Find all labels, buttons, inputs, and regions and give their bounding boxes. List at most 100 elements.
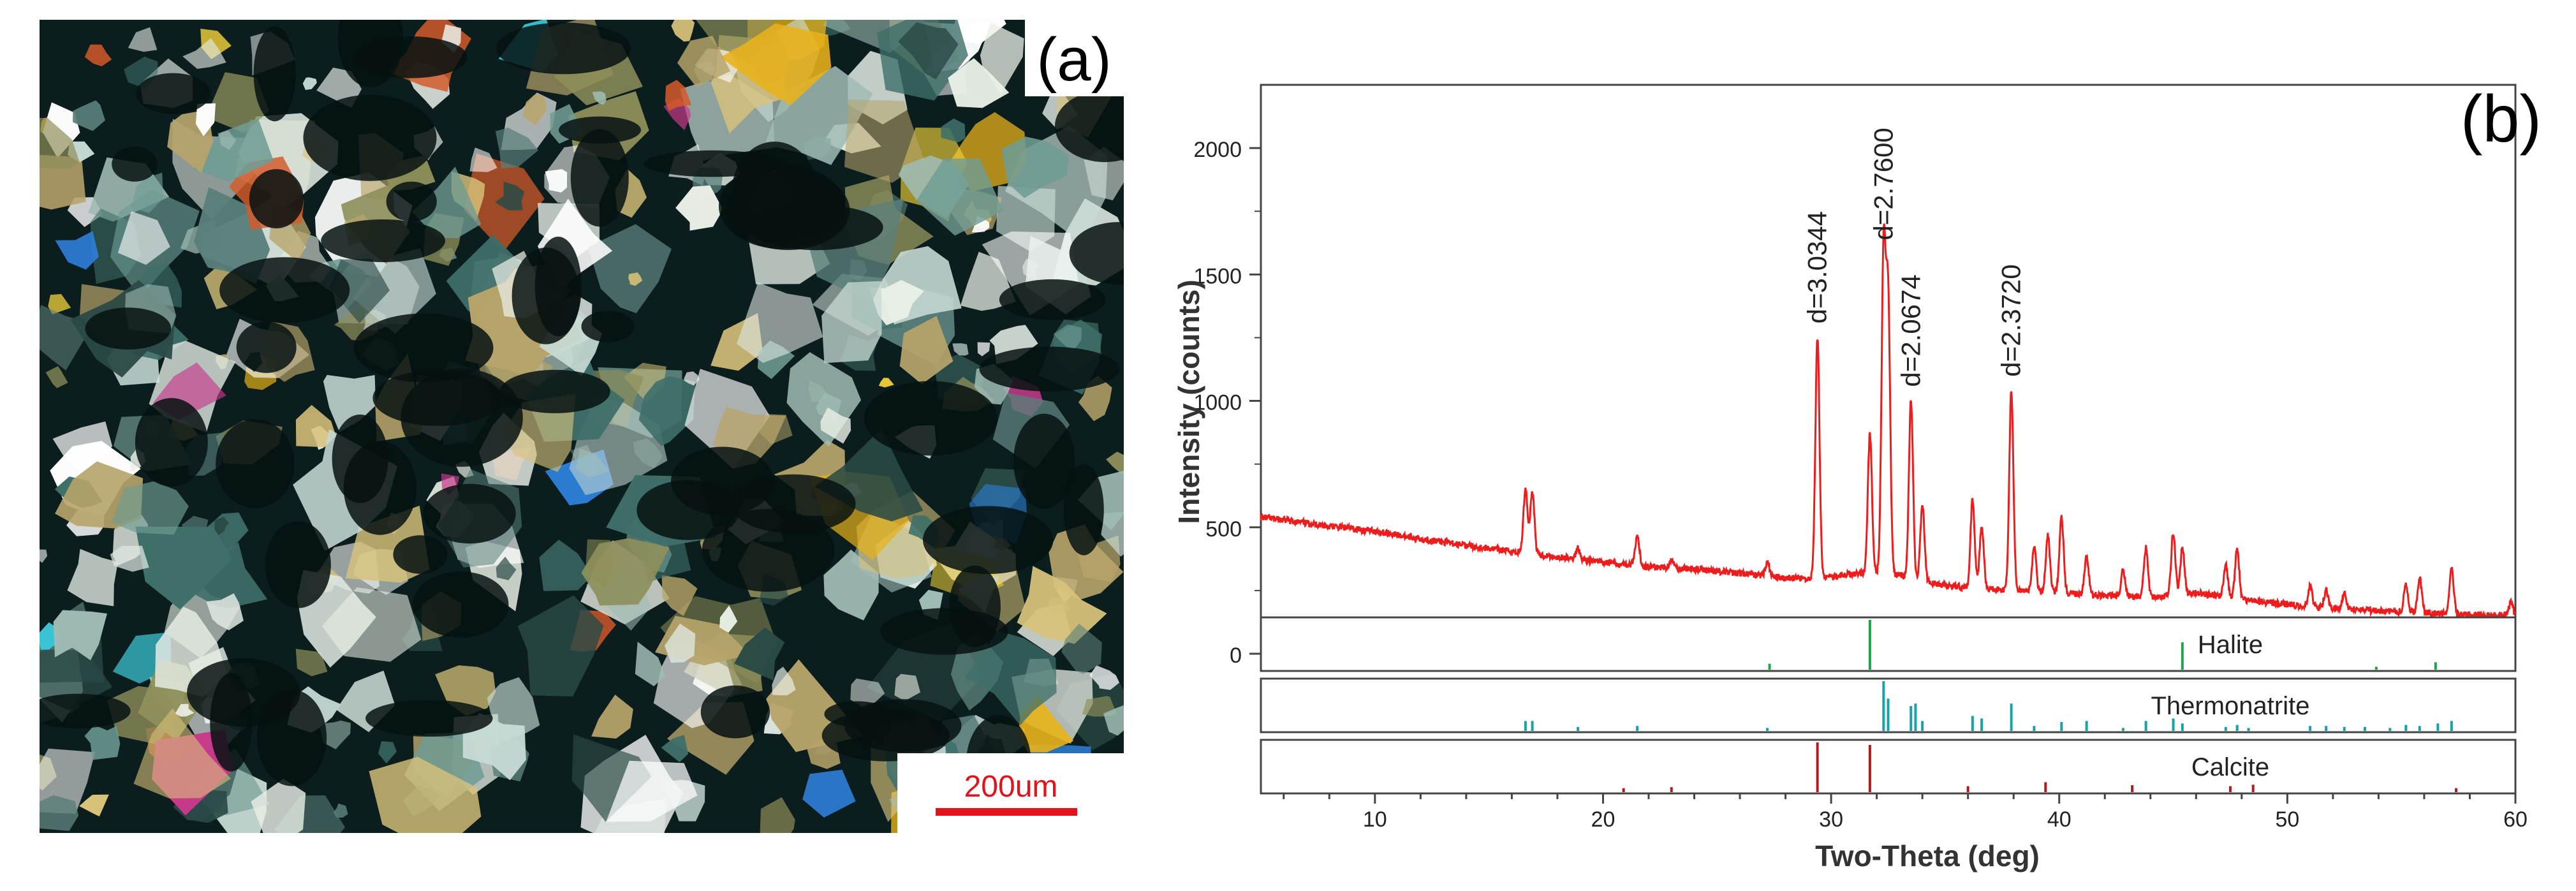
mineral-grain: [135, 526, 233, 610]
scale-bar-box: [897, 753, 1124, 833]
mineral-grain: [635, 642, 666, 686]
axes: 0 500 1000 1500 2000 10 20 30 40 50 60: [1193, 138, 2528, 832]
dark-grain: [1054, 90, 1124, 163]
mineral-grain: [899, 316, 953, 385]
panel-b-label-group: (b): [2461, 82, 2542, 156]
peak-annotation: d=2.0674: [1895, 274, 1925, 387]
mineral-grain: [251, 778, 306, 833]
mineral-grain: [67, 549, 118, 607]
mineral-grain: [661, 735, 689, 762]
mineral-grain: [469, 147, 497, 172]
mineral-grain: [894, 674, 921, 702]
panel-b-label: (b): [2461, 82, 2542, 156]
mineral-grain: [965, 631, 1057, 726]
xrd-series-line: [1260, 223, 2517, 621]
mineral-grain: [677, 36, 730, 87]
mineral-grain: [40, 549, 48, 563]
mineral-grain: [1089, 665, 1119, 690]
scale-bar: 200um: [897, 753, 1124, 833]
mineral-grain: [369, 756, 482, 833]
mineral-grain: [131, 172, 163, 214]
scale-bar-label: 200um: [964, 770, 1058, 804]
dark-grain: [112, 146, 158, 182]
mineral-grain: [821, 281, 882, 364]
mineral-grain: [734, 627, 785, 681]
mineral-grain: [206, 593, 244, 631]
mineral-grain: [522, 94, 547, 126]
reference-panel-frame: [1260, 616, 2517, 672]
dark-grain: [136, 73, 210, 114]
mineral-grain: [671, 20, 695, 42]
reference-panel-thermonatrite: Thermonatrite: [1260, 677, 2517, 733]
peak-annotation: d=2.3720: [1996, 264, 2026, 376]
mineral-grain: [496, 556, 517, 580]
mineral-grain: [1053, 324, 1082, 352]
mineral-grain: [133, 708, 232, 799]
mineral-grain: [628, 272, 643, 286]
panel-a-label: (a): [1036, 26, 1111, 94]
mineral-grain: [539, 540, 592, 591]
mineral-grain: [40, 117, 80, 169]
y-tick-label: 500: [1205, 517, 1242, 541]
dark-grain: [637, 480, 740, 540]
mineral-grain: [193, 118, 274, 182]
mineral-grain: [592, 91, 607, 105]
dark-grain: [85, 307, 172, 350]
mineral-grain: [319, 720, 351, 749]
mineral-grain: [1103, 705, 1124, 736]
micrograph-panel: (a) 200um: [40, 20, 1124, 833]
dark-grain: [40, 693, 131, 728]
mineral-grain: [591, 695, 633, 739]
mineral-grain: [916, 158, 1004, 236]
dark-grain: [880, 608, 1008, 655]
mineral-grain: [588, 224, 672, 314]
x-tick-label: 30: [1819, 807, 1843, 832]
mineral-grain: [79, 794, 109, 817]
mineral-grain: [664, 623, 696, 663]
x-tick-label: 40: [2047, 807, 2072, 832]
dark-grain: [496, 22, 631, 75]
y-tick-label: 1500: [1193, 264, 1242, 288]
mineral-grain: [675, 185, 722, 231]
panel-a-label-box: (a): [1025, 20, 1124, 96]
dark-grain: [321, 219, 445, 262]
mineral-grain: [1061, 623, 1102, 674]
mineral-grain: [128, 27, 158, 52]
reference-panel-label: Thermonatrite: [2151, 692, 2309, 720]
mineral-grain: [182, 38, 226, 69]
mineral-grain: [606, 760, 698, 822]
mineral-grain: [977, 342, 990, 357]
dark-grain: [249, 169, 304, 229]
mineral-grain: [295, 404, 336, 448]
dark-grain: [219, 257, 350, 323]
dark-grain: [210, 672, 253, 772]
dark-grain: [979, 346, 1120, 392]
mineral-grain: [495, 181, 524, 210]
mineral-grains: [40, 20, 1124, 833]
mineral-grain: [202, 512, 249, 554]
mineral-grain: [378, 741, 397, 763]
mineral-grain: [40, 154, 86, 210]
mineral-grain: [737, 282, 823, 363]
dark-grain: [353, 313, 494, 383]
dark-grain: [1063, 464, 1104, 556]
dark-grain: [999, 279, 1106, 320]
dark-grain: [253, 26, 296, 122]
reference-panel-label: Halite: [2198, 631, 2263, 659]
x-tick-label: 50: [2275, 807, 2299, 832]
dark-grain: [923, 506, 1054, 574]
main-plot-area: d=3.0344 d=2.7600 d=2.0674 d=2.3720: [1260, 84, 2517, 655]
dark-grain: [499, 369, 610, 413]
dark-grain: [135, 398, 208, 487]
scale-bar-line: [936, 808, 1077, 816]
mineral-grain: [117, 211, 170, 265]
dark-grain: [386, 181, 437, 222]
mineral-grain: [869, 280, 924, 325]
mineral-grain: [40, 795, 79, 831]
dark-grain: [236, 321, 297, 373]
dark-grain: [700, 685, 770, 739]
dark-grain: [343, 441, 416, 535]
y-tick-label: 0: [1230, 644, 1242, 668]
dark-grain: [581, 311, 635, 342]
mineral-grain: [1106, 452, 1124, 475]
